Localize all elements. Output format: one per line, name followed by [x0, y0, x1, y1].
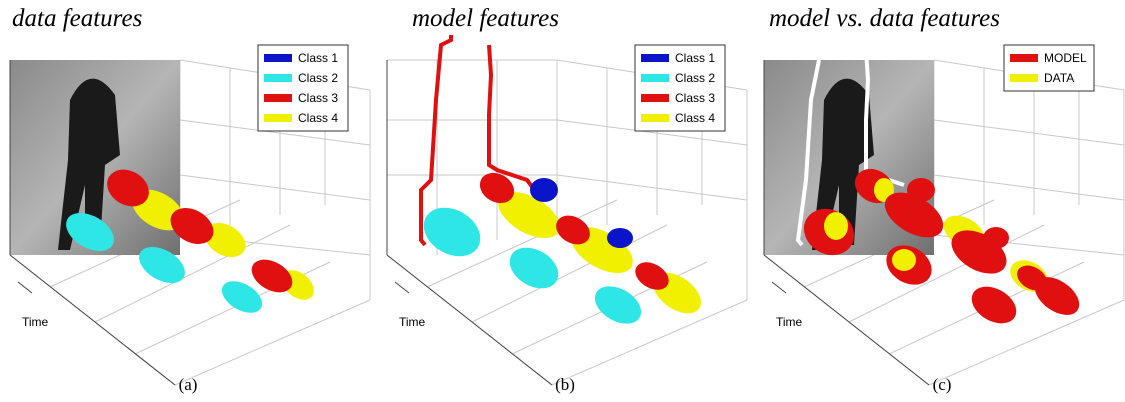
panel-title: model features	[412, 5, 559, 32]
ellipsoid	[107, 169, 149, 207]
axis-label: Time	[22, 315, 49, 329]
panel-title: data features	[12, 5, 142, 32]
ellipsoid	[221, 281, 263, 313]
ellipsoid	[607, 228, 633, 248]
legend-swatch	[641, 114, 669, 122]
ellipsoid	[139, 246, 185, 284]
legend-swatch	[641, 94, 669, 102]
legend-label: Class 2	[675, 71, 715, 85]
legend-swatch	[264, 94, 292, 102]
legend-swatch	[264, 114, 292, 122]
axis-label: Time	[399, 315, 426, 329]
axes	[763, 60, 930, 386]
axis-label: Time	[776, 315, 803, 329]
ellipsoid	[204, 222, 246, 258]
ellipsoid	[824, 212, 848, 240]
ellipsoid	[423, 207, 481, 257]
legend-label: MODEL	[1044, 51, 1087, 65]
ellipsoid	[509, 247, 559, 289]
ellipsoid	[479, 172, 515, 204]
legend-swatch	[1010, 74, 1038, 82]
axes	[9, 60, 176, 386]
ellipsoid	[1034, 277, 1080, 315]
legend-swatch	[641, 54, 669, 62]
ellipsoid	[907, 178, 935, 202]
ellipsoid	[635, 262, 669, 290]
ellipsoid	[66, 213, 114, 251]
contour	[419, 35, 544, 247]
ellipsoid	[251, 259, 293, 293]
legend-label: Class 1	[298, 51, 338, 65]
person	[812, 78, 874, 250]
legend-swatch	[264, 74, 292, 82]
legend-label: Class 2	[298, 71, 338, 85]
legend: Class 1 Class 2 Class 3 Class 4	[634, 44, 726, 132]
legend-label: Class 4	[675, 111, 715, 125]
person	[58, 78, 120, 250]
legend: MODEL DATA	[1003, 44, 1095, 92]
legend-label: Class 4	[298, 111, 338, 125]
legend-label: Class 3	[298, 91, 338, 105]
ellipsoid	[170, 207, 214, 245]
legend-label: DATA	[1044, 71, 1074, 85]
legend-swatch	[264, 54, 292, 62]
ellipsoid	[594, 286, 642, 324]
caption: (b)	[555, 375, 575, 394]
legend-label: Class 1	[675, 51, 715, 65]
ellipsoid	[884, 192, 944, 238]
ellipsoid	[530, 178, 558, 202]
ellipsoid	[983, 227, 1009, 249]
ellipsoid	[892, 249, 916, 271]
legend-label: Class 3	[675, 91, 715, 105]
caption: (a)	[179, 375, 198, 394]
legend-swatch	[1010, 54, 1038, 62]
axes	[386, 60, 553, 386]
panel: model vs. data features Time (c) MODEL DATA	[763, 5, 1125, 394]
legend-box	[1003, 44, 1095, 92]
legend-swatch	[641, 74, 669, 82]
caption: (c)	[933, 375, 952, 394]
ellipsoid	[556, 215, 590, 245]
ellipsoid	[971, 286, 1017, 324]
ellipsoid	[498, 191, 560, 239]
panel-title: model vs. data features	[769, 5, 1000, 32]
legend: Class 1 Class 2 Class 3 Class 4	[257, 44, 349, 132]
